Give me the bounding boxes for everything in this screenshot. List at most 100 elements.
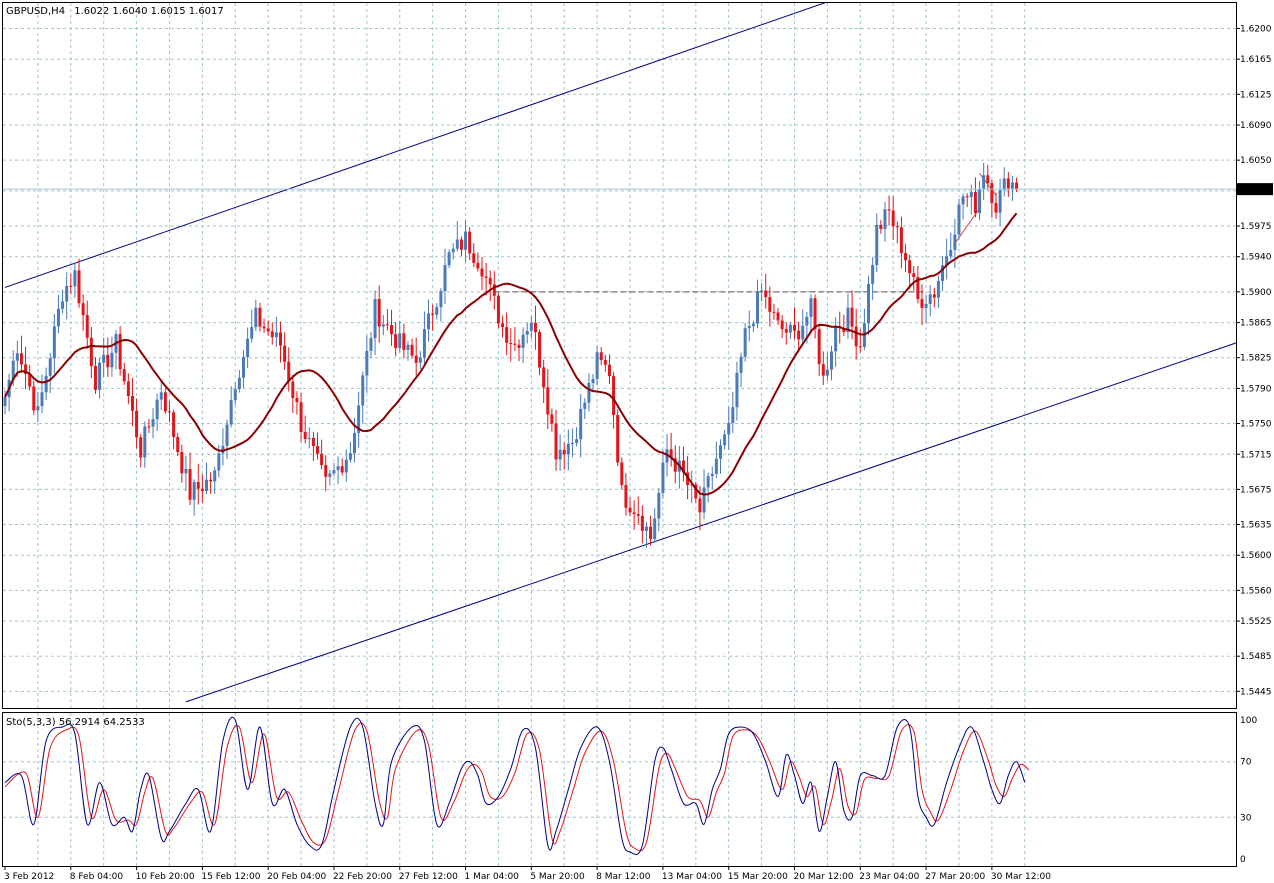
candle-body — [40, 392, 44, 407]
candle-body — [669, 449, 673, 459]
candle-body — [505, 327, 509, 344]
candle-body — [361, 375, 365, 406]
candle-body — [723, 434, 727, 446]
candle-body — [385, 324, 389, 326]
candle-body — [953, 234, 957, 250]
candle-body — [842, 328, 846, 333]
candle-body — [496, 295, 500, 324]
candle-body — [607, 364, 611, 377]
time-tick-label: 8 Feb 04:00 — [70, 872, 124, 882]
candle-body — [772, 311, 776, 313]
candle-body — [19, 353, 23, 365]
candle-body — [830, 351, 834, 370]
candle-body — [93, 365, 97, 390]
candle-body — [895, 226, 899, 228]
candle-body — [196, 482, 200, 489]
candle-body — [390, 325, 394, 335]
candle-body — [533, 322, 537, 333]
candle-body — [69, 286, 73, 288]
candle-body — [694, 484, 698, 499]
candle-body — [176, 436, 180, 453]
candle-body — [258, 307, 262, 327]
stochastic-lines — [4, 716, 1030, 856]
candle-body — [867, 283, 871, 324]
candle-body — [986, 175, 990, 184]
time-tick-label: 27 Feb 12:00 — [399, 872, 458, 882]
candle-body — [603, 360, 607, 365]
candle-body — [135, 410, 139, 438]
price-tick-label: 1.6200 — [1240, 24, 1272, 34]
candle-body — [632, 512, 636, 515]
candle-body — [854, 326, 858, 347]
candle-body — [624, 485, 628, 508]
candle-body — [1010, 182, 1014, 189]
candle-body — [558, 449, 562, 460]
stochastic-header: Sto(5,3,3) 56.2914 64.2533 — [6, 717, 145, 728]
candle-body — [973, 191, 977, 214]
candle-body — [110, 352, 114, 368]
candle-body — [628, 507, 632, 513]
candle-body — [102, 354, 106, 363]
candle-body — [167, 411, 171, 413]
candle-body — [821, 364, 825, 376]
candle-body — [480, 268, 484, 277]
stochastic-axis: 100 70 30 0 — [1240, 716, 1257, 865]
candle-body — [73, 270, 77, 287]
candle-body — [291, 381, 295, 398]
candle-body — [965, 196, 969, 198]
candle-body — [612, 376, 616, 416]
candle-body — [936, 280, 940, 298]
candle-body — [982, 175, 986, 189]
candle-body — [246, 338, 250, 358]
candle-body — [340, 466, 344, 473]
candle-body — [118, 334, 122, 370]
price-tick-label: 1.5560 — [1240, 586, 1272, 596]
current-price-label: 1.6017 — [1240, 185, 1272, 195]
candle-body — [846, 307, 850, 333]
candle-body — [871, 265, 875, 284]
price-tick-label: 1.5900 — [1240, 288, 1272, 298]
candle-body — [373, 298, 377, 339]
candle-body — [899, 227, 903, 254]
candle-body — [636, 514, 640, 516]
candle-body — [204, 479, 208, 492]
candle-body — [180, 452, 184, 474]
stochastic-signal-line — [4, 722, 1030, 852]
candle-body — [237, 377, 241, 389]
candle-body — [904, 253, 908, 261]
candle-body — [122, 369, 126, 382]
candle-body — [402, 333, 406, 350]
candle-body — [743, 328, 747, 357]
candle-body — [591, 378, 595, 383]
price-tick-label: 1.5600 — [1240, 551, 1272, 561]
candle-body — [924, 303, 928, 308]
price-tick-label: 1.5485 — [1240, 652, 1272, 662]
time-tick-label: 30 Mar 12:00 — [991, 872, 1051, 882]
candle-body — [616, 415, 620, 463]
candle-body — [562, 449, 566, 455]
candle-body — [44, 375, 48, 393]
candle-body — [928, 294, 932, 304]
price-tick-label: 1.5865 — [1240, 319, 1272, 329]
candle-body — [492, 284, 496, 296]
price-tick-label: 1.5975 — [1240, 222, 1272, 232]
candle-body — [788, 324, 792, 333]
candle-body — [932, 294, 936, 298]
candle-body — [690, 484, 694, 486]
candle-body — [912, 273, 916, 277]
candle-body — [217, 453, 221, 471]
candle-body — [472, 253, 476, 263]
candle-body — [287, 361, 291, 382]
candle-body — [817, 329, 821, 365]
candle-body — [702, 487, 706, 513]
time-tick-label: 20 Feb 04:00 — [267, 872, 326, 882]
candle-body — [945, 256, 949, 266]
candle-body — [949, 249, 953, 257]
candle-body — [147, 426, 151, 428]
candle-body — [587, 382, 591, 403]
candle-body — [81, 303, 85, 316]
candle-body — [126, 381, 130, 397]
candle-body — [36, 406, 40, 411]
candle-body — [620, 462, 624, 486]
candle-body — [1006, 178, 1010, 189]
